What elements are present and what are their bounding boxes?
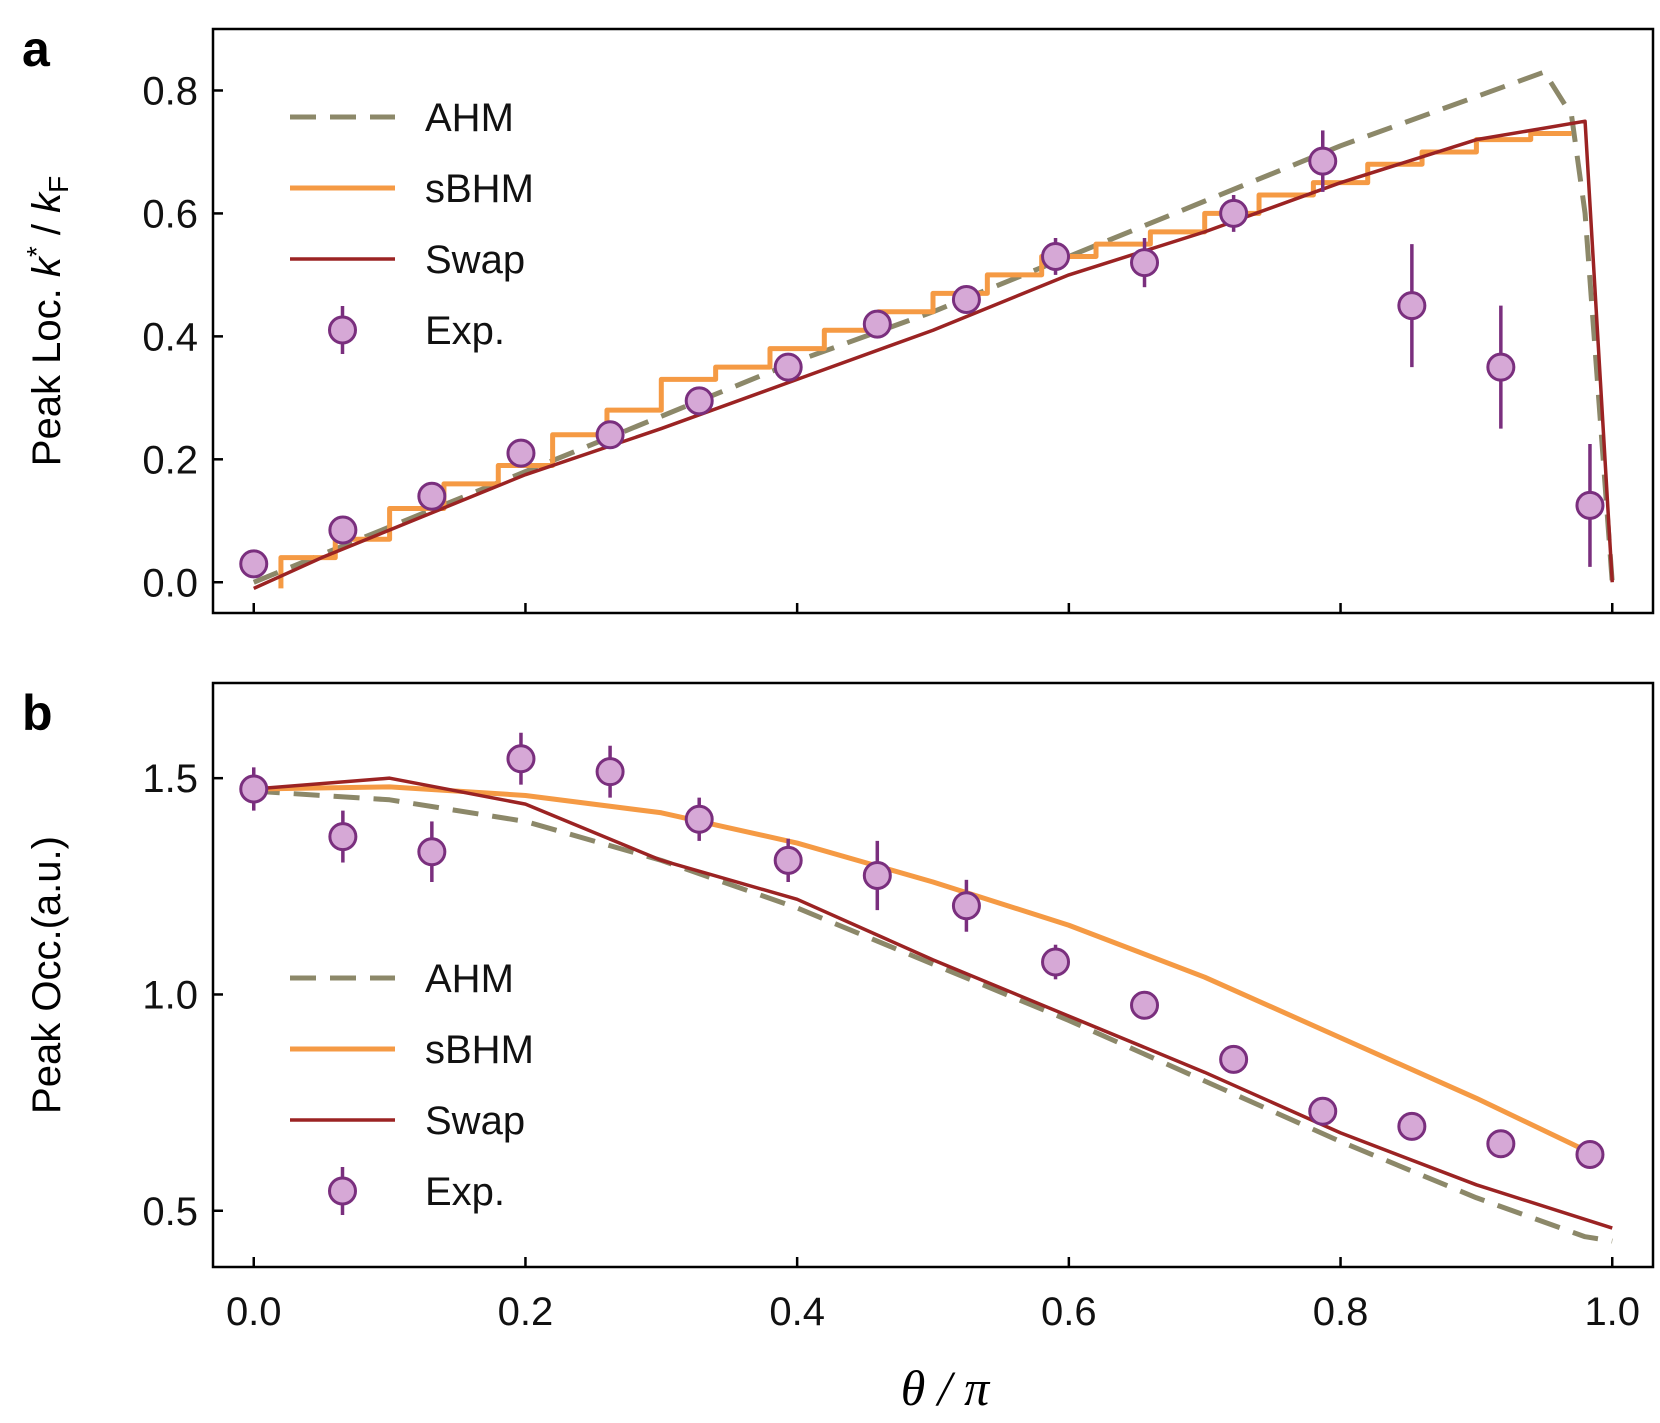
series-line-swap (253, 119, 1614, 591)
panel-b-series (239, 732, 1613, 1244)
exp-point (595, 757, 625, 787)
y-tick-label: 0.6 (142, 192, 198, 236)
legend-exp-marker (328, 315, 357, 345)
panel-b-x-ticks: 0.0 0.2 0.4 0.6 0.8 1.0 (226, 1257, 1640, 1334)
y-tick-label: 0.4 (142, 315, 198, 359)
panel-a-y-ticks: 0.0 0.2 0.4 0.6 0.8 (142, 69, 223, 605)
x-axis-label: θ / π (901, 1360, 991, 1416)
legend-label-ahm: AHM (425, 957, 514, 1001)
exp-point (1041, 241, 1071, 271)
x-tick-label: 0.0 (226, 1290, 282, 1334)
y-tick-label: 1.5 (142, 757, 198, 801)
exp-point (862, 309, 892, 339)
exp-point (1575, 490, 1605, 520)
exp-point (328, 822, 358, 852)
y-tick-label: 0.2 (142, 438, 198, 482)
panel-a-y-axis-label: Peak Loc. k* / kF (21, 176, 74, 466)
panel-a-legend: AHM sBHM Swap Exp. (290, 96, 534, 354)
exp-point (239, 774, 269, 804)
exp-point (773, 845, 803, 875)
exp-point (1130, 990, 1160, 1020)
exp-point (951, 891, 981, 921)
series-line-sbhm (253, 784, 1587, 1153)
panel-b-y-ticks: 0.5 1.0 1.5 (142, 757, 223, 1234)
legend-label-ahm: AHM (425, 96, 514, 140)
legend-label-sbhm: sBHM (425, 167, 534, 211)
panel-a: a 0.0 0.2 0.4 0.6 0.8 AHM sBHM Swap Exp. Peak L… (21, 21, 1655, 615)
panel-b-frame (211, 681, 1655, 1269)
exp-point (1486, 352, 1516, 382)
exp-point (239, 549, 269, 579)
y-tick-label: 0.5 (142, 1190, 198, 1234)
exp-point (951, 284, 981, 314)
panel-a-frame (211, 27, 1655, 615)
y-tick-label: 1.0 (142, 973, 198, 1017)
exp-point (506, 438, 536, 468)
panel-b-legend: AHM sBHM Swap Exp. (290, 957, 534, 1215)
exp-point (1397, 291, 1427, 321)
panel-a-x-ticks (252, 603, 1614, 613)
x-tick-label: 1.0 (1584, 1290, 1640, 1334)
exp-point (595, 420, 625, 450)
exp-point (1397, 1111, 1427, 1141)
exp-point (1486, 1129, 1516, 1159)
exp-point (684, 804, 714, 834)
y-tick-label: 0.8 (142, 69, 198, 113)
exp-point (1041, 947, 1071, 977)
exp-point (773, 352, 803, 382)
legend-label-swap: Swap (425, 1099, 525, 1143)
x-tick-label: 0.8 (1313, 1290, 1369, 1334)
x-tick-label: 0.2 (498, 1290, 554, 1334)
exp-point (862, 861, 892, 891)
series-line-ahm (253, 788, 1613, 1244)
panel-b-y-axis-label: Peak Occ.(a.u.) (25, 836, 69, 1114)
exp-point (417, 481, 447, 511)
y-tick-label: 0.0 (142, 561, 198, 605)
legend-label-exp: Exp. (425, 1170, 505, 1214)
exp-point (1219, 1044, 1249, 1074)
panel-a-label: a (22, 21, 51, 77)
legend-label-swap: Swap (425, 238, 525, 282)
exp-point (1308, 1096, 1338, 1126)
exp-point (1308, 146, 1338, 176)
series-line-swap (253, 776, 1613, 1230)
exp-point (1219, 198, 1249, 228)
exp-point (1575, 1140, 1605, 1170)
legend-label-exp: Exp. (425, 309, 505, 353)
exp-point (684, 386, 714, 416)
panel-b-label: b (22, 685, 53, 741)
legend-label-sbhm: sBHM (425, 1028, 534, 1072)
legend-exp-marker (328, 1176, 357, 1206)
exp-point (1130, 248, 1160, 278)
x-tick-label: 0.4 (769, 1290, 825, 1334)
panel-a-series (239, 69, 1615, 591)
panel-b: b 0.5 1.0 1.5 0.0 0.2 0.4 0.6 0.8 1.0 AHM sBHM Sw… (22, 681, 1655, 1334)
x-tick-label: 0.6 (1041, 1290, 1097, 1334)
exp-point (328, 515, 358, 545)
exp-point (506, 744, 536, 774)
exp-point (417, 837, 447, 867)
